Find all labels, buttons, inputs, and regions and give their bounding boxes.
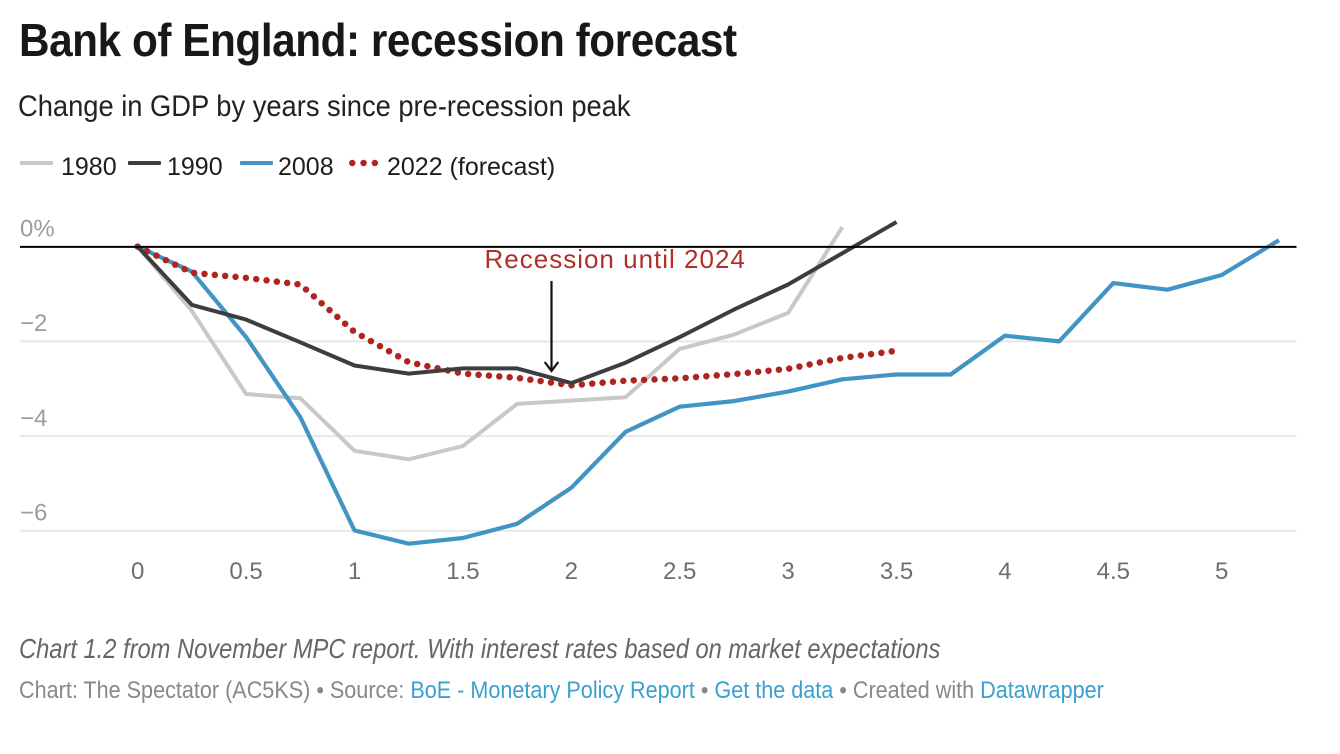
svg-text:3.5: 3.5 (880, 558, 913, 585)
svg-text:1.5: 1.5 (446, 558, 479, 585)
svg-text:0%: 0% (20, 215, 55, 242)
svg-text:4: 4 (998, 558, 1011, 585)
svg-text:2.5: 2.5 (663, 558, 696, 585)
svg-text:4.5: 4.5 (1097, 558, 1130, 585)
svg-text:3: 3 (781, 558, 794, 585)
svg-text:Recession until 2024: Recession until 2024 (485, 244, 746, 274)
svg-text:2: 2 (565, 558, 578, 585)
svg-text:0: 0 (131, 558, 144, 585)
svg-text:1: 1 (348, 558, 361, 585)
svg-text:0.5: 0.5 (229, 558, 262, 585)
svg-text:−2: −2 (20, 310, 47, 337)
svg-text:−4: −4 (20, 405, 47, 432)
svg-text:−6: −6 (20, 500, 47, 527)
svg-text:5: 5 (1215, 558, 1228, 585)
